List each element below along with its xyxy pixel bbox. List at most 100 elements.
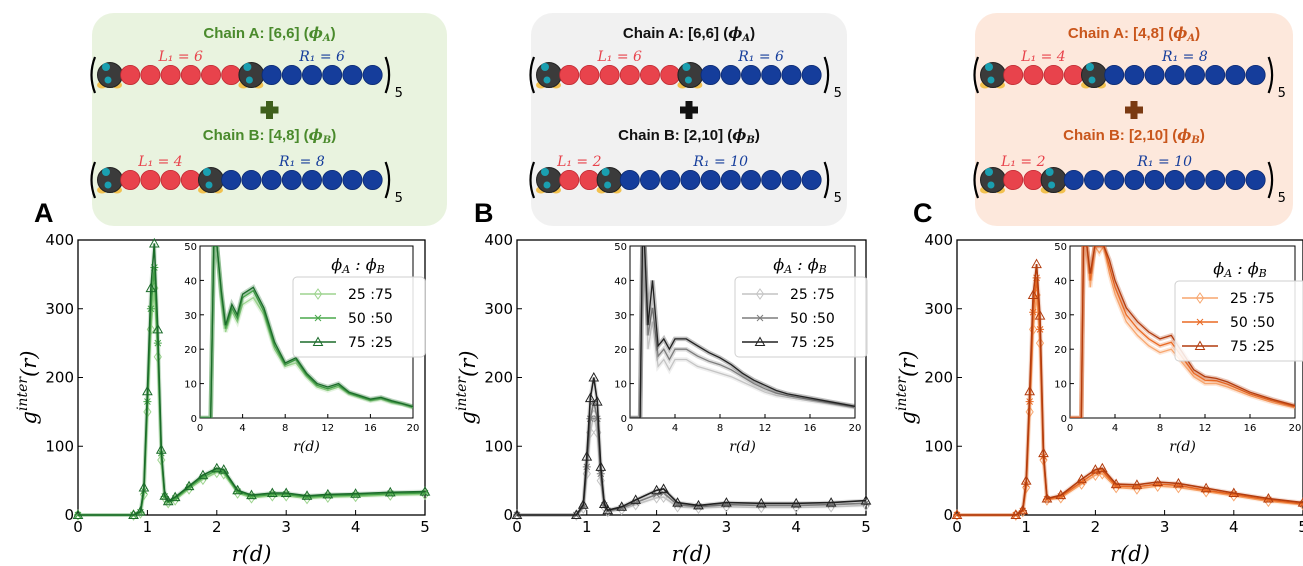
y-axis-label: ginter(r)	[454, 351, 480, 425]
panel-1-chain-a-spacer-bead	[700, 65, 721, 86]
panel-0-chain-a-linker-bead	[180, 65, 201, 86]
panel-0-chain-a-spacer-bead	[362, 65, 383, 86]
data-point	[825, 497, 837, 507]
panel-1-chain-b-s2-sticker-site	[604, 181, 612, 189]
panel-0-chain-b-s1-sticker-bead	[97, 167, 123, 193]
inset-x-tick-label: 8	[1157, 423, 1163, 434]
chain-a-title-phi: ϕ	[728, 24, 742, 42]
legend-box	[734, 276, 868, 358]
panel-1-chain-a-s2-sticker-site	[684, 76, 692, 84]
data-point	[860, 495, 872, 505]
y-tick-label: 0	[943, 506, 953, 524]
data-point	[157, 454, 166, 466]
legend-label: 50 :50	[348, 311, 393, 327]
y-axis-label: ginter(r)	[15, 351, 41, 425]
data-point	[1173, 477, 1184, 488]
panel-0-chain-a-s1-sticker-site	[102, 63, 110, 71]
panel-1-chain-b-spacer-label: R₁ = 10	[692, 154, 748, 170]
y-tick-label: 200	[924, 369, 953, 387]
y-axis-label-tail: (r)	[896, 351, 920, 377]
panel-2-chain-b-spacer-bead	[1063, 169, 1084, 190]
plus-icon	[266, 101, 273, 119]
panel-1-chain-b-spacer-bead	[680, 169, 701, 190]
data-point	[1010, 509, 1022, 519]
legend-title-sep: :	[350, 255, 366, 274]
chain-a-title-pre: Chain A: [6,6] (	[203, 25, 308, 42]
series-line	[517, 377, 867, 516]
panel-1-chain-a-linker-bead	[640, 65, 661, 86]
x-axis-label: r(d)	[672, 542, 712, 566]
chain-a-title-phi: ϕ	[1173, 24, 1187, 42]
inset-y-tick-label: 50	[1054, 242, 1067, 253]
inset-axes: 0 4 8 12 16 20 0 10 20 30 40 50 r(d)	[614, 242, 861, 455]
panel-2-chain-b-spacer-bead	[1144, 169, 1165, 190]
data-point	[790, 497, 802, 508]
data-point	[146, 323, 155, 336]
panel-2-chain-b-spacer-bead	[1185, 169, 1206, 190]
data-point	[183, 480, 195, 491]
chain-a-title: Chain A: [4,8] (ϕA)	[1068, 24, 1200, 44]
legend-title-a-sub: A	[1223, 267, 1232, 280]
panel-1-chain-a-spacer-label: R₁ = 6	[737, 49, 784, 65]
legend-title: ϕA : ϕB	[773, 255, 826, 276]
y-tick-label: 0	[503, 506, 513, 524]
panel-2-chain-b-bracket-right	[1267, 161, 1274, 199]
data-point	[1200, 482, 1212, 493]
y-tick-label: 300	[484, 300, 513, 318]
chain-a-title-phi: ϕ	[309, 24, 323, 42]
inset-series-7525	[630, 246, 855, 418]
data-point	[584, 392, 596, 403]
legend-title-sep: :	[1232, 259, 1248, 278]
data-point	[246, 489, 257, 500]
inset-y-tick-label: 50	[614, 242, 627, 253]
panel-0-chain-b-bracket-left	[90, 161, 97, 199]
panel-1-chain-a-linker-label: L₁ = 6	[596, 49, 642, 65]
data-point	[672, 497, 683, 507]
panel-0-chain-b-spacer-bead	[342, 169, 363, 190]
data-point	[169, 491, 181, 502]
data-point	[598, 498, 610, 508]
chain-a-title-post: )	[331, 25, 336, 42]
panel-0-chain-b-repeat-label: 5	[395, 191, 403, 206]
panel-0-chain-b-s2-sticker-site	[205, 181, 213, 189]
inset-y-tick-label: 20	[184, 345, 197, 356]
data-point	[419, 486, 431, 496]
inset-x-axis-label: r(d)	[729, 439, 756, 455]
panel-0-chain-a-spacer-bead	[322, 65, 343, 86]
panel-0-chain-b-linker-label: L₁ = 4	[137, 154, 182, 170]
panel-1-chain-b-s2-sticker-bead	[596, 167, 623, 193]
series-line	[78, 243, 426, 516]
inset-y-tick-label: 0	[191, 414, 197, 425]
panel-1-chain-a-spacer-bead	[781, 65, 802, 86]
inset-y-tick-label: 30	[184, 311, 197, 322]
panel-0-chain-b-s2-sticker-bead	[198, 167, 224, 193]
data-point	[693, 499, 704, 510]
panel-1-chain-b-spacer-bead	[781, 169, 802, 190]
chain-a-title-phi-sub: A	[1186, 33, 1195, 44]
chain-a-title-phi-sub: A	[322, 33, 331, 44]
x-tick-label: 4	[791, 518, 801, 536]
legend-label: 25 :75	[790, 287, 835, 303]
inset-x-tick-label: 16	[1244, 423, 1257, 434]
inset-series-line	[1070, 246, 1295, 418]
data-point	[593, 415, 602, 423]
y-tick-label: 200	[484, 369, 513, 387]
panel-2-chain-a-repeat-label: 5	[1278, 86, 1286, 101]
panel-1-chain-b-linker-bead	[559, 169, 580, 190]
x-tick-label: 0	[512, 518, 522, 536]
legend-title-b-sub: B	[818, 263, 827, 276]
legend-title-a-sub: A	[341, 263, 350, 276]
panel-2-chain-a-bracket-left	[973, 56, 980, 94]
inset-x-tick-label: 8	[717, 423, 723, 434]
panel-2-chain-a-bracket-right	[1267, 56, 1274, 94]
inset-x-tick-label: 8	[282, 423, 288, 434]
data-point	[577, 499, 589, 509]
inset-series-line	[630, 246, 855, 418]
legend-box	[292, 276, 426, 358]
panel-0-chain-a-s2-sticker-site	[243, 63, 252, 71]
